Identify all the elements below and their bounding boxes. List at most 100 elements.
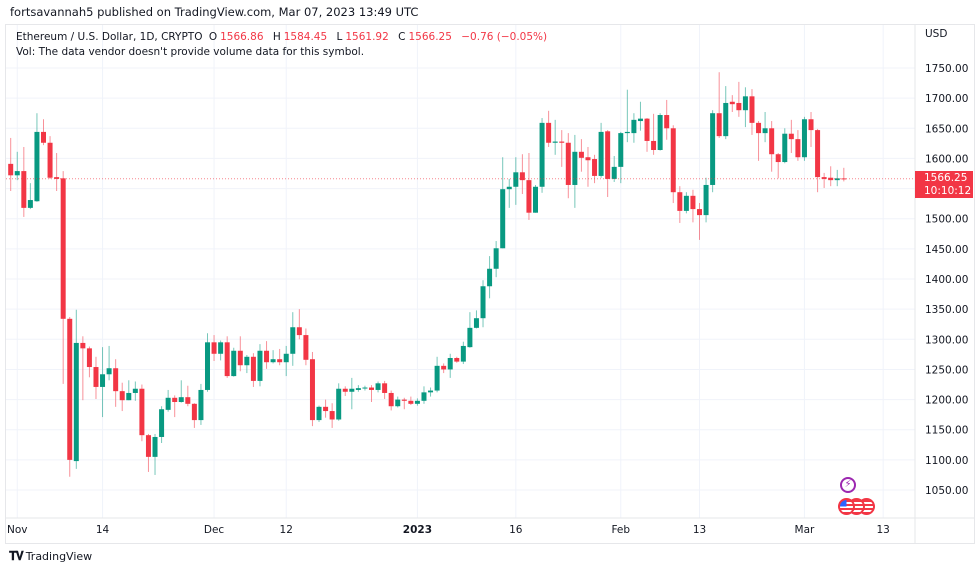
candle-up xyxy=(165,397,171,410)
candle-down xyxy=(559,141,565,143)
candle-down xyxy=(716,113,722,137)
candle-down xyxy=(47,142,53,178)
candle-up xyxy=(434,365,440,391)
candle-down xyxy=(296,327,302,336)
volume-note: Vol: The data vendor doesn't provide vol… xyxy=(16,46,365,58)
y-tick-label: 1300.00 xyxy=(925,334,968,346)
candle-up xyxy=(132,388,138,393)
candle-up xyxy=(152,436,158,457)
high-value: H 1584.45 xyxy=(273,31,330,43)
candle-down xyxy=(211,342,217,354)
candle-up xyxy=(283,353,289,363)
chart-panel xyxy=(5,24,975,544)
y-tick-label: 1750.00 xyxy=(925,63,968,75)
candle-up xyxy=(355,388,361,390)
candle-down xyxy=(769,128,775,155)
candle-up xyxy=(742,96,748,111)
y-tick-label: 1700.00 xyxy=(925,93,968,105)
candle-up xyxy=(198,389,204,421)
x-tick-label: 14 xyxy=(96,524,110,536)
x-tick-label: 2023 xyxy=(403,524,432,536)
candle-down xyxy=(401,399,407,401)
candle-up xyxy=(14,171,20,176)
candle-down xyxy=(526,180,532,213)
candle-down xyxy=(250,356,256,381)
candle-down xyxy=(565,142,571,185)
y-tick-label: 1400.00 xyxy=(925,274,968,286)
candle-down xyxy=(119,391,125,401)
change-value: −0.76 (−0.05%) xyxy=(461,31,548,43)
tradingview-logo-mark: 𝐓𝐕 xyxy=(9,549,24,563)
brand-name: TradingView xyxy=(25,550,93,563)
candle-down xyxy=(592,159,598,176)
candle-up xyxy=(231,350,237,377)
candle-down xyxy=(670,128,676,193)
y-tick-label: 1500.00 xyxy=(925,214,968,226)
candle-down xyxy=(454,357,460,362)
x-tick-label: 13 xyxy=(693,524,706,536)
candle-up xyxy=(703,184,709,216)
symbol-title: Ethereum / U.S. Dollar, 1D, CRYPTO xyxy=(16,31,203,43)
candle-down xyxy=(80,342,86,349)
candle-down xyxy=(736,102,742,111)
candle-up xyxy=(73,342,79,462)
candle-down xyxy=(369,387,374,390)
x-tick-label: Mar xyxy=(795,524,815,536)
candle-up xyxy=(710,113,716,185)
candle-down xyxy=(605,131,611,179)
candle-up xyxy=(27,200,33,208)
candle-down xyxy=(172,397,178,403)
candle-down xyxy=(139,388,145,436)
bar-countdown: 10:10:12 xyxy=(924,185,972,197)
candle-down xyxy=(60,178,66,319)
open-number: 1566.86 xyxy=(220,31,264,43)
candle-down xyxy=(756,122,762,134)
candle-down xyxy=(191,403,197,421)
candle-down xyxy=(578,151,584,158)
candle-up xyxy=(460,345,466,362)
candle-up xyxy=(421,392,427,401)
x-tick-label: Nov xyxy=(7,524,28,536)
open-label: O xyxy=(208,31,218,43)
candle-down xyxy=(21,171,27,208)
candle-down xyxy=(651,140,657,150)
candle-down xyxy=(795,139,801,158)
candle-down xyxy=(113,368,119,392)
candle-up xyxy=(375,383,381,390)
candle-down xyxy=(815,130,821,178)
ohlc-row: Ethereum / U.S. Dollar, 1D, CRYPTO O 1566… xyxy=(16,30,550,45)
candle-down xyxy=(749,96,755,123)
candle-down xyxy=(264,350,270,363)
candle-up xyxy=(447,357,453,370)
x-tick-label: Dec xyxy=(204,524,225,536)
low-value: L 1561.92 xyxy=(337,31,392,43)
candle-up xyxy=(480,286,486,319)
high-label: H xyxy=(272,31,281,43)
candle-down xyxy=(8,163,14,176)
candle-up xyxy=(349,388,355,392)
lightning-icon[interactable]: ⚡︎ xyxy=(840,477,856,493)
candle-up xyxy=(723,102,729,137)
candle-up xyxy=(270,359,276,363)
currency-label[interactable]: USD xyxy=(925,28,948,40)
candle-down xyxy=(277,359,283,363)
candle-up xyxy=(493,248,499,269)
y-tick-label: 1200.00 xyxy=(925,395,968,407)
candle-down xyxy=(329,411,335,420)
candle-down xyxy=(224,342,230,377)
candle-up xyxy=(487,268,493,287)
candle-down xyxy=(729,101,735,105)
candle-up xyxy=(34,131,40,202)
close-number: 1566.25 xyxy=(408,31,452,43)
us-flag-icon[interactable] xyxy=(838,498,855,515)
candle-down xyxy=(677,192,683,211)
candle-up xyxy=(244,356,250,366)
candle-up xyxy=(218,342,224,354)
candle-up xyxy=(500,189,506,249)
candle-down xyxy=(690,195,696,210)
close-label: C xyxy=(398,31,406,43)
candle-up xyxy=(395,399,401,407)
candle-down xyxy=(41,131,46,143)
tradingview-logo[interactable]: 𝐓𝐕 TradingView xyxy=(9,549,92,564)
